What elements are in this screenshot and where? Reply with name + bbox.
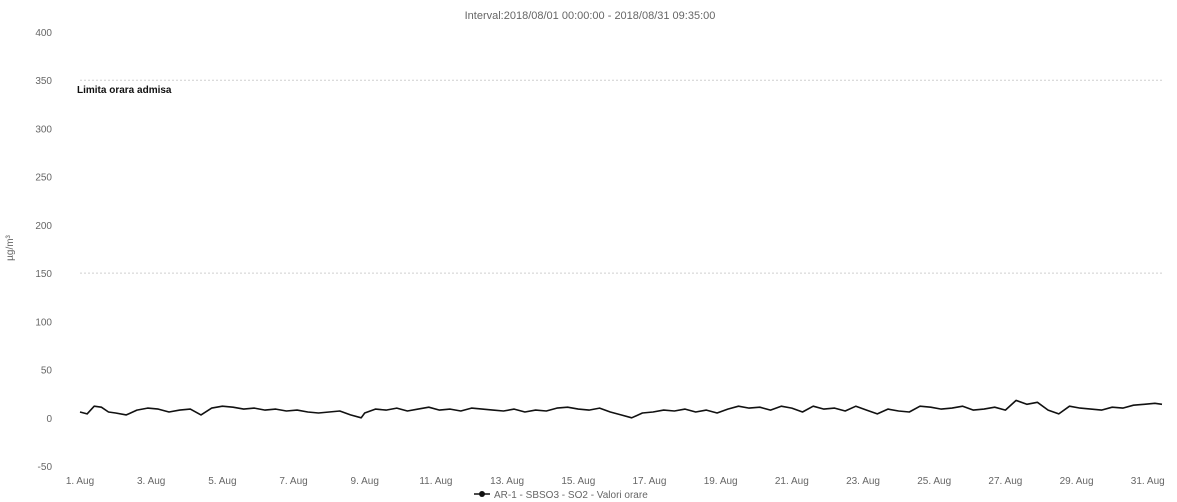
x-tick-label: 27. Aug (988, 476, 1022, 487)
x-tick-label: 31. Aug (1131, 476, 1165, 487)
x-tick-label: 7. Aug (279, 476, 307, 487)
legend-series-label: AR-1 - SBSO3 - SO2 - Valori orare (494, 490, 648, 501)
y-tick-label: 300 (35, 124, 52, 135)
y-tick-label: -50 (38, 462, 53, 473)
y-tick-label: 400 (35, 28, 52, 39)
legend[interactable]: AR-1 - SBSO3 - SO2 - Valori orare (474, 490, 648, 501)
y-tick-label: 0 (46, 414, 52, 425)
x-tick-label: 29. Aug (1060, 476, 1094, 487)
x-tick-label: 1. Aug (66, 476, 94, 487)
x-tick-label: 13. Aug (490, 476, 524, 487)
x-axis: 1. Aug 3. Aug 5. Aug 7. Aug 9. Aug 11. Aug 13.… (66, 476, 1165, 487)
x-tick-label: 21. Aug (775, 476, 809, 487)
x-tick-label: 17. Aug (633, 476, 667, 487)
y-tick-label: 50 (41, 366, 53, 377)
x-tick-label: 23. Aug (846, 476, 880, 487)
y-tick-label: 250 (35, 173, 52, 184)
y-axis: -50 0 50 100 150 200 250 300 350 400 (35, 28, 52, 473)
threshold-lines: Limita orara admisa (77, 79, 1162, 274)
x-tick-label: 5. Aug (208, 476, 236, 487)
chart-title: Interval:2018/08/01 00:00:00 - 2018/08/3… (465, 10, 716, 22)
x-tick-label: 19. Aug (704, 476, 738, 487)
x-tick-label: 11. Aug (419, 476, 452, 487)
threshold-label: Limita orara admisa (77, 85, 172, 96)
series-line (79, 399, 1163, 419)
x-tick-label: 15. Aug (561, 476, 595, 487)
y-axis-label: µg/m³ (5, 234, 16, 260)
y-tick-label: 200 (35, 221, 52, 232)
x-tick-label: 9. Aug (351, 476, 379, 487)
y-tick-label: 150 (35, 269, 52, 280)
legend-series-marker-icon (479, 491, 485, 497)
y-tick-label: 350 (35, 76, 52, 87)
x-tick-label: 3. Aug (137, 476, 165, 487)
y-tick-label: 100 (35, 317, 52, 328)
series-group (79, 399, 1163, 419)
x-tick-label: 25. Aug (917, 476, 951, 487)
